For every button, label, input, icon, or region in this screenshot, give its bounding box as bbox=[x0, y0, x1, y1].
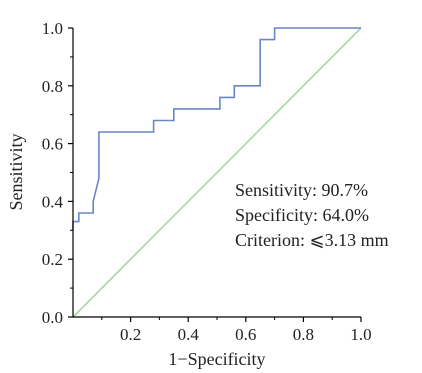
x-tick-label: 1.0 bbox=[350, 325, 371, 344]
x-tick-label: 0.4 bbox=[178, 325, 200, 344]
y-tick-label: 0.4 bbox=[42, 192, 64, 211]
annotation-specificity: Specificity: 64.0% bbox=[235, 205, 369, 225]
y-tick-label: 0.8 bbox=[42, 77, 63, 96]
y-tick-label: 1.0 bbox=[42, 19, 63, 38]
y-tick-label: 0.6 bbox=[42, 135, 63, 154]
x-tick-label: 0.8 bbox=[293, 325, 314, 344]
ticks-layer: 0.0 0.2 0.4 0.6 0.8 1.0 0.2 0.4 0.6 0.8 1.0 bbox=[42, 19, 372, 344]
annotation-criterion: Criterion: ⩽3.13 mm bbox=[235, 230, 389, 250]
x-tick-label: 0.2 bbox=[120, 325, 141, 344]
y-tick-label: 0.0 bbox=[42, 308, 63, 327]
reference-diagonal-line bbox=[72, 27, 362, 318]
roc-curve-line bbox=[72, 27, 361, 231]
x-axis-title: 1−Specificity bbox=[168, 349, 265, 369]
y-tick-label: 0.2 bbox=[42, 250, 63, 269]
annotation-block: Sensitivity: 90.7% Specificity: 64.0% Cr… bbox=[235, 180, 389, 250]
series-layer bbox=[72, 27, 362, 318]
x-tick-label: 0.6 bbox=[235, 325, 256, 344]
annotation-sensitivity: Sensitivity: 90.7% bbox=[235, 180, 368, 200]
y-axis-title: Sensitivity bbox=[6, 133, 26, 210]
